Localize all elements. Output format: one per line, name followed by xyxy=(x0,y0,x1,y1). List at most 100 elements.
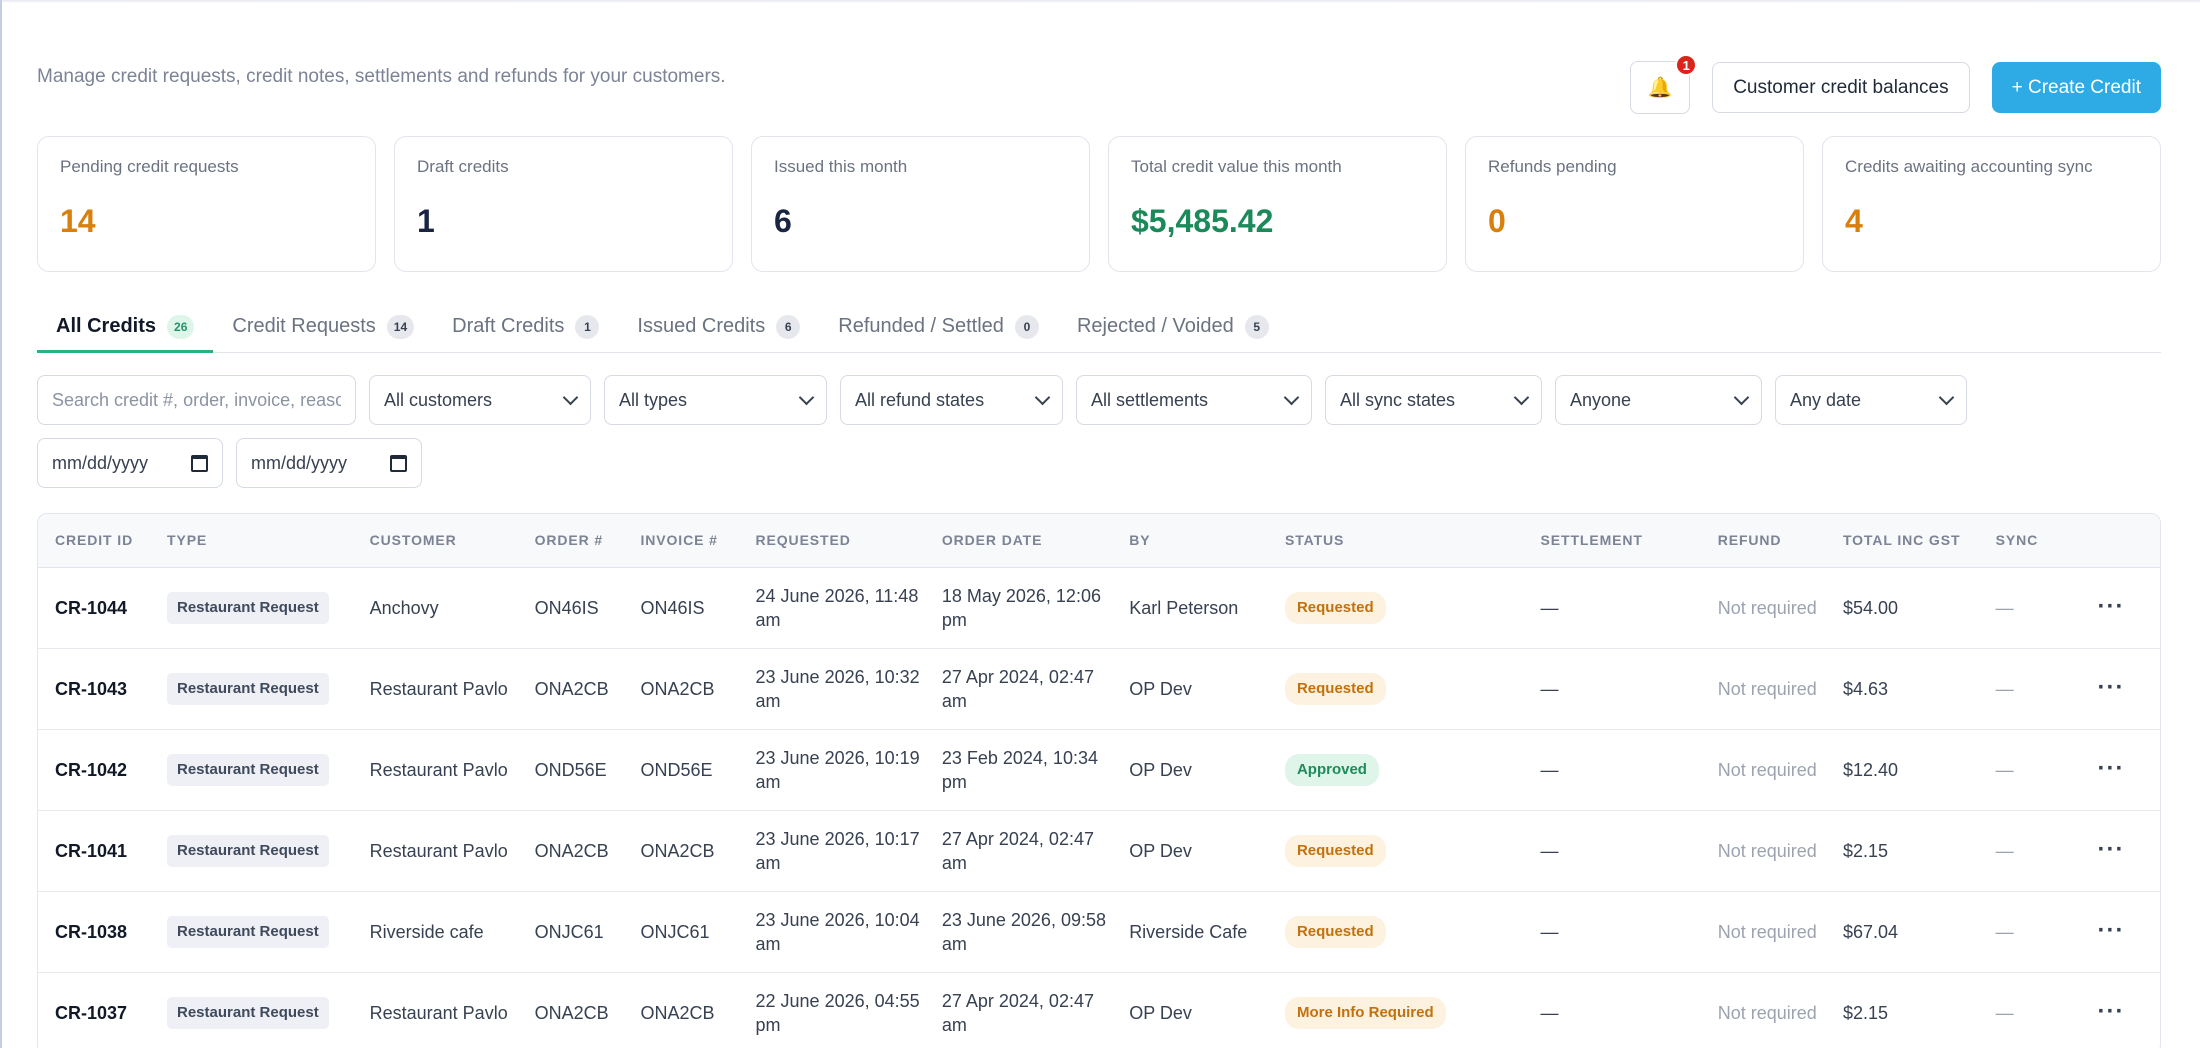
stat-label: Credits awaiting accounting sync xyxy=(1845,157,2093,176)
page-header: Manage credit requests, credit notes, se… xyxy=(37,0,2161,136)
column-header-credit-id[interactable]: CREDIT ID xyxy=(38,514,150,568)
chevron-down-icon xyxy=(1283,389,1300,405)
order-date-cell: 23 June 2026, 09:58 am xyxy=(924,891,1113,973)
calendar-icon[interactable] xyxy=(191,454,208,472)
tab-label: Rejected / Voided xyxy=(1076,315,1234,337)
column-header-order[interactable]: ORDER # xyxy=(517,514,624,568)
column-header-type[interactable]: TYPE xyxy=(150,514,353,568)
table-row[interactable]: CR-1042 Restaurant Request Restaurant Pa… xyxy=(38,729,2160,811)
column-header-status[interactable]: STATUS xyxy=(1267,514,1524,568)
refund-state-select[interactable]: All refund states xyxy=(840,375,1063,425)
table-row[interactable]: CR-1043 Restaurant Request Restaurant Pa… xyxy=(38,648,2160,730)
status-cell: Requested xyxy=(1267,648,1524,730)
notifications-button[interactable]: 🔔 1 xyxy=(1630,54,1698,114)
order-date-cell: 27 Apr 2024, 02:47 am xyxy=(924,648,1113,730)
customer-cell: Riverside cafe xyxy=(352,891,518,973)
settlement-select[interactable]: All settlements xyxy=(1076,375,1312,425)
column-header-refund[interactable]: REFUND xyxy=(1700,514,1826,568)
type-cell: Restaurant Request xyxy=(150,972,353,1048)
date-to-input[interactable]: mm/dd/yyyy xyxy=(236,438,422,488)
column-header-order-date[interactable]: ORDER DATE xyxy=(924,514,1113,568)
column-header-invoice[interactable]: INVOICE # xyxy=(623,514,739,568)
refund-cell: Not required xyxy=(1700,972,1826,1048)
date-range-select[interactable]: Any date xyxy=(1775,375,1967,425)
more-actions-icon[interactable]: ··· xyxy=(2097,917,2125,944)
settlement-cell: — xyxy=(1523,810,1701,892)
sync-cell: — xyxy=(1978,972,2081,1048)
tab-label: Draft Credits xyxy=(452,315,565,337)
stat-card-awaiting-sync: Credits awaiting accounting sync 4 xyxy=(1822,136,2161,272)
customer-cell: Restaurant Pavlo xyxy=(352,648,518,730)
select-value: All refund states xyxy=(855,389,985,410)
invoice-cell: ON46IS xyxy=(623,567,739,649)
more-actions-icon[interactable]: ··· xyxy=(2097,674,2125,701)
stat-card-total-credit-value: Total credit value this month $5,485.42 xyxy=(1108,136,1447,272)
column-header-by[interactable]: BY xyxy=(1112,514,1268,568)
credit-id[interactable]: CR-1037 xyxy=(38,972,150,1048)
sync-state-select[interactable]: All sync states xyxy=(1325,375,1542,425)
column-header-customer[interactable]: CUSTOMER xyxy=(352,514,518,568)
calendar-icon[interactable] xyxy=(390,454,407,472)
sync-cell: — xyxy=(1978,567,2081,649)
stat-card-draft-credits: Draft credits 1 xyxy=(394,136,733,272)
customer-credit-balances-button[interactable]: Customer credit balances xyxy=(1712,62,1970,113)
order-date-cell: 23 Feb 2024, 10:34 pm xyxy=(924,729,1113,811)
bell-icon: 🔔 xyxy=(1647,76,1673,99)
actions-cell: ··· xyxy=(2080,648,2160,730)
order-cell: OND56E xyxy=(517,729,624,811)
tab-count-badge: 14 xyxy=(386,314,415,339)
credit-id[interactable]: CR-1038 xyxy=(38,891,150,973)
type-cell: Restaurant Request xyxy=(150,729,353,811)
column-header-sync[interactable]: SYNC xyxy=(1978,514,2081,568)
tab-all-credits[interactable]: All Credits 26 xyxy=(37,301,214,353)
actions-cell: ··· xyxy=(2080,891,2160,973)
table-row[interactable]: CR-1044 Restaurant Request Anchovy ON46I… xyxy=(38,567,2160,649)
type-select[interactable]: All types xyxy=(604,375,827,425)
create-credit-button[interactable]: + Create Credit xyxy=(1991,62,2161,113)
credit-id[interactable]: CR-1044 xyxy=(38,567,150,649)
stat-value: 0 xyxy=(1488,203,1506,239)
tab-label: Issued Credits xyxy=(637,315,766,337)
credit-id[interactable]: CR-1043 xyxy=(38,648,150,730)
column-header-total[interactable]: TOTAL INC GST xyxy=(1825,514,1979,568)
more-actions-icon[interactable]: ··· xyxy=(2097,836,2125,863)
customer-select[interactable]: All customers xyxy=(369,375,591,425)
more-actions-icon[interactable]: ··· xyxy=(2097,998,2125,1025)
stat-label: Draft credits xyxy=(417,157,509,176)
customer-cell: Anchovy xyxy=(352,567,518,649)
filter-bar: All customers All types All refund state… xyxy=(37,375,2161,488)
assignee-select[interactable]: Anyone xyxy=(1555,375,1762,425)
table-row[interactable]: CR-1037 Restaurant Request Restaurant Pa… xyxy=(38,972,2160,1048)
by-cell: OP Dev xyxy=(1112,648,1268,730)
type-badge: Restaurant Request xyxy=(167,591,329,624)
table-row[interactable]: CR-1041 Restaurant Request Restaurant Pa… xyxy=(38,810,2160,892)
search-input[interactable] xyxy=(52,389,341,411)
select-value: All sync states xyxy=(1340,389,1456,410)
table-row[interactable]: CR-1038 Restaurant Request Riverside caf… xyxy=(38,891,2160,973)
status-badge: More Info Required xyxy=(1284,996,1446,1029)
stat-card-issued-this-month: Issued this month 6 xyxy=(751,136,1090,272)
credit-id[interactable]: CR-1042 xyxy=(38,729,150,811)
tab-credit-requests[interactable]: Credit Requests 14 xyxy=(213,301,433,352)
credits-table: CREDIT ID TYPE CUSTOMER ORDER # INVOICE … xyxy=(38,514,2160,1048)
status-badge: Requested xyxy=(1284,591,1386,624)
settlement-cell: — xyxy=(1523,891,1701,973)
tab-rejected-voided[interactable]: Rejected / Voided 5 xyxy=(1058,301,1288,352)
by-cell: OP Dev xyxy=(1112,729,1268,811)
column-header-settlement[interactable]: SETTLEMENT xyxy=(1523,514,1701,568)
column-header-requested[interactable]: REQUESTED xyxy=(738,514,925,568)
requested-cell: 23 June 2026, 10:04 am xyxy=(738,891,925,973)
window-left-edge xyxy=(0,0,2,1048)
tab-draft-credits[interactable]: Draft Credits 1 xyxy=(433,301,618,352)
tab-issued-credits[interactable]: Issued Credits 6 xyxy=(618,301,819,352)
more-actions-icon[interactable]: ··· xyxy=(2097,593,2125,620)
tab-label: Refunded / Settled xyxy=(838,315,1004,337)
order-cell: ONA2CB xyxy=(517,648,624,730)
total-cell: $4.63 xyxy=(1825,648,1979,730)
credit-id[interactable]: CR-1041 xyxy=(38,810,150,892)
date-from-input[interactable]: mm/dd/yyyy xyxy=(37,438,223,488)
tab-refunded-settled[interactable]: Refunded / Settled 0 xyxy=(819,301,1058,352)
order-date-cell: 18 May 2026, 12:06 pm xyxy=(924,567,1113,649)
type-cell: Restaurant Request xyxy=(150,810,353,892)
more-actions-icon[interactable]: ··· xyxy=(2097,755,2125,782)
